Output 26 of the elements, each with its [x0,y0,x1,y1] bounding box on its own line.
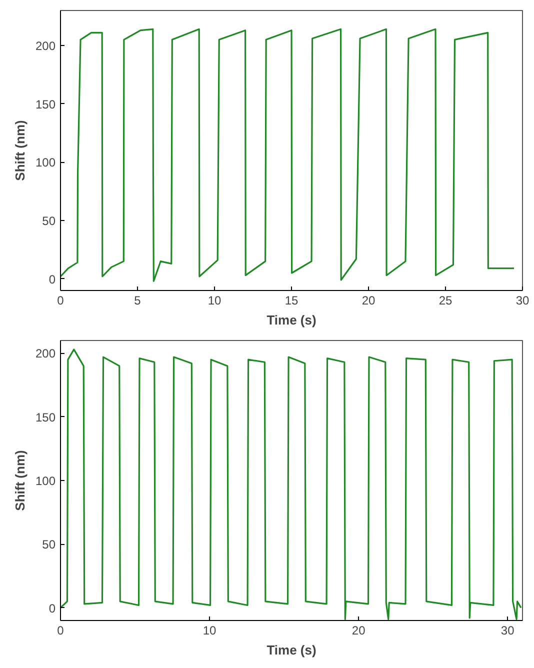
y-tick-label: 50 [42,538,56,552]
x-tick-label: 30 [500,624,515,638]
y-tick-label: 200 [35,39,56,53]
x-tick-label: 0 [57,294,64,308]
x-tick-label: 30 [516,294,530,308]
y-tick-label: 50 [42,214,56,228]
x-tick-label: 0 [57,624,64,638]
x-tick-label: 15 [284,294,298,308]
y-tick-label: 100 [35,156,56,170]
y-tick-label: 150 [35,410,56,424]
y-axis-title: Shift (nm) [12,120,28,181]
x-tick-label: 25 [438,294,452,308]
y-tick-label: 150 [35,97,56,112]
x-tick-label: 10 [208,294,222,308]
x-tick-label: 20 [352,624,366,638]
x-tick-label: 5 [134,294,142,308]
x-tick-label: 10 [202,624,217,638]
x-axis-title: Time (s) [266,312,316,328]
x-axis-title: Time (s) [266,642,316,658]
y-tick-label: 0 [48,272,56,286]
x-tick-label: 20 [362,294,376,308]
y-axis-title: Shift (nm) [12,450,28,511]
line-series [60,28,515,282]
y-tick-label: 0 [48,601,56,616]
y-tick-label: 100 [35,474,56,488]
y-tick-label: 200 [35,346,56,361]
